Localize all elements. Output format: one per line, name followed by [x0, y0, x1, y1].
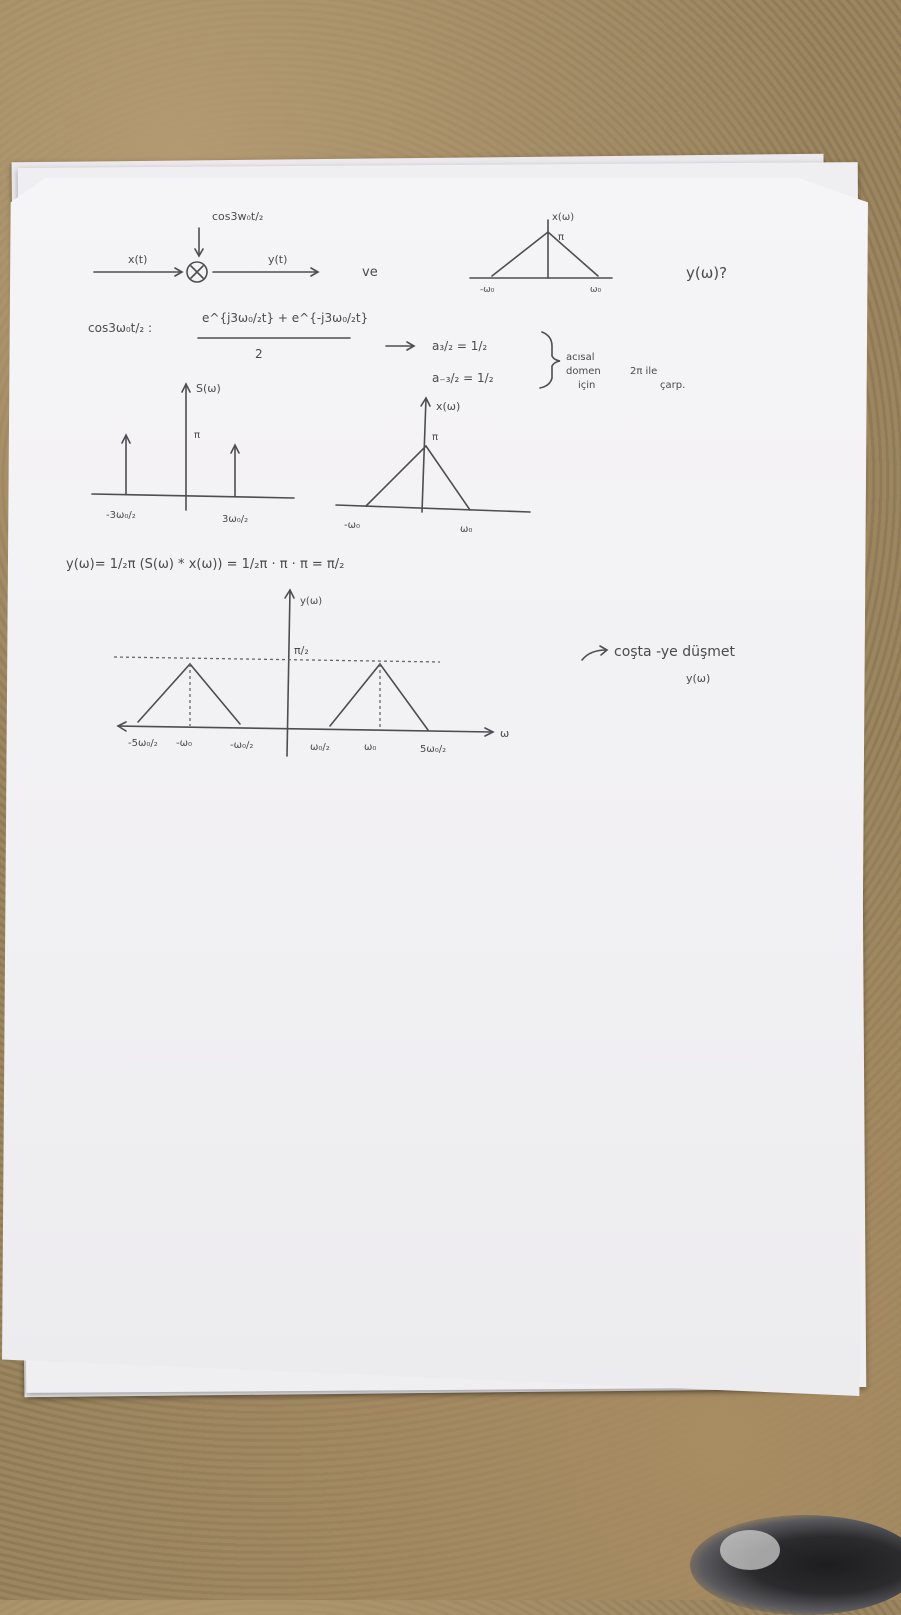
- connector-ve: ve: [362, 265, 378, 280]
- given-pos-label: ω₀: [590, 285, 602, 295]
- paper-sheet-front: [2, 178, 868, 1396]
- s-axis: [91, 493, 295, 499]
- coef-positive: a₃/₂ = 1/₂: [432, 339, 487, 353]
- note-carp: çarp.: [660, 380, 685, 391]
- y-tick-neg-5w0-2: -5ω₀/₂: [128, 738, 158, 749]
- y-tick-neg-w0: -ω₀: [176, 738, 192, 749]
- side-note-line1: coşta -ye düşmet: [614, 644, 736, 660]
- input-label: x(t): [128, 253, 147, 266]
- y-tick-w0: ω₀: [364, 742, 376, 753]
- side-note-arrow: [581, 649, 607, 661]
- x-axis: [335, 504, 531, 513]
- y-tick-neg-w0-2: -ω₀/₂: [230, 740, 253, 751]
- given-neg-label: -ω₀: [480, 285, 495, 295]
- y-axis-left-head: [116, 721, 127, 732]
- s-neg-label: -3ω₀/₂: [106, 510, 136, 521]
- y-tick-5w0-2: 5ω₀/₂: [420, 744, 446, 755]
- y-label: y(ω): [300, 596, 322, 607]
- output-arrow-head: [310, 267, 320, 277]
- s-amp-label: π: [194, 430, 200, 441]
- y-level-dashed: [113, 656, 441, 663]
- y-tick-w0-2: ω₀/₂: [310, 742, 330, 753]
- cat-fur-patch: [720, 1530, 780, 1570]
- note-2pi: 2π ile: [630, 366, 657, 377]
- s-impulse-right-head: [230, 443, 240, 454]
- x-pos-label: ω₀: [460, 524, 472, 535]
- input-arrow-head: [174, 267, 184, 277]
- y-axis-label: ω: [500, 727, 509, 740]
- x-neg-label: -ω₀: [344, 520, 360, 531]
- note-domen: domen: [566, 366, 601, 377]
- given-triangle: [491, 230, 599, 277]
- s-axis-head: [181, 382, 191, 393]
- y-triangle-left: [137, 662, 241, 725]
- y-axis-right-head: [484, 727, 495, 737]
- given-peak-label: π: [558, 232, 564, 243]
- euler-denominator: 2: [255, 347, 263, 361]
- coef-negative: a₋₃/₂ = 1/₂: [432, 371, 494, 385]
- y-level-label: π/₂: [294, 644, 309, 657]
- given-x-label: x(ω): [552, 212, 574, 223]
- y-triangle-right: [329, 662, 429, 731]
- carrier-label: cos3w₀t/₂: [212, 210, 263, 223]
- output-label: y(t): [268, 253, 287, 266]
- euler-numerator: e^{j3ω₀/₂t} + e^{-j3ω₀/₂t}: [202, 311, 368, 325]
- x-label: x(ω): [436, 400, 460, 413]
- y-vertical-axis-head: [284, 588, 295, 599]
- x-peak-label: π: [432, 432, 438, 443]
- y-axis: [117, 725, 493, 733]
- question-text: y(ω)?: [686, 264, 727, 282]
- x-axis-head: [420, 396, 431, 407]
- multiplier-symbol: [186, 261, 208, 283]
- side-note-arrow-head: [599, 645, 609, 656]
- s-impulse-left-head: [121, 433, 131, 444]
- note-acisal: acısal: [566, 352, 595, 363]
- convolution-equation: y(ω)= 1/₂π (S(ω) * x(ω)) = 1/₂π · π · π …: [66, 557, 344, 572]
- x-triangle: [365, 444, 471, 511]
- x-vertical-axis: [421, 397, 427, 513]
- euler-lhs: cos3ω₀t/₂ :: [88, 321, 152, 335]
- s-label: S(ω): [196, 382, 221, 395]
- s-pos-label: 3ω₀/₂: [222, 514, 248, 525]
- multiplier-cross: [190, 265, 204, 279]
- implies-arrow-head: [406, 341, 416, 351]
- note-icin: için: [578, 380, 595, 391]
- cat-fur: [690, 1515, 901, 1615]
- side-note-line2: y(ω): [686, 672, 710, 685]
- carrier-arrow-head: [194, 248, 204, 258]
- curly-brace: [539, 331, 561, 389]
- y-vertical-axis: [286, 589, 291, 757]
